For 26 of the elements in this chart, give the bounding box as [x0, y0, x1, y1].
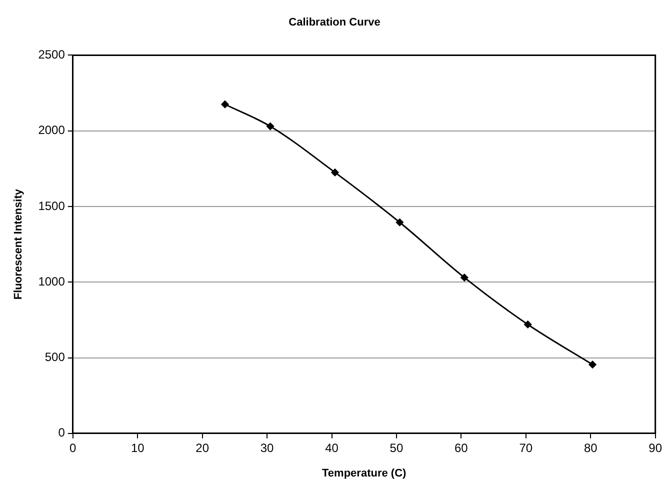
- point: [331, 168, 339, 176]
- x-tick-label: 40: [325, 440, 339, 455]
- point: [266, 122, 274, 130]
- y-axis-title: Fluorescent Intensity: [12, 188, 25, 300]
- point: [588, 360, 596, 368]
- y-tick-label: 0: [58, 426, 66, 440]
- y-tick-label: 1000: [38, 274, 66, 288]
- x-tick-label: 30: [260, 440, 274, 455]
- y-tick-label: 1500: [38, 198, 66, 213]
- chart-title: Calibration Curve: [288, 16, 380, 29]
- x-tick-label: 0: [70, 440, 77, 455]
- point: [221, 100, 229, 108]
- x-tick-label: 60: [454, 440, 468, 455]
- x-axis-title: Temperature (C): [322, 467, 407, 480]
- x-tick-label: 70: [519, 440, 533, 455]
- x-tick-label: 90: [648, 440, 662, 455]
- point: [396, 218, 404, 226]
- point: [524, 320, 532, 328]
- y-tick-label: 500: [44, 350, 66, 364]
- y-tick-label: 2500: [38, 48, 66, 62]
- y-tick-label: 2000: [38, 123, 66, 138]
- x-tick-label: 50: [390, 440, 404, 455]
- x-tick-label: 80: [584, 440, 598, 455]
- point: [460, 274, 468, 282]
- x-tick-label: 20: [196, 440, 210, 455]
- x-tick-label: 10: [130, 440, 145, 455]
